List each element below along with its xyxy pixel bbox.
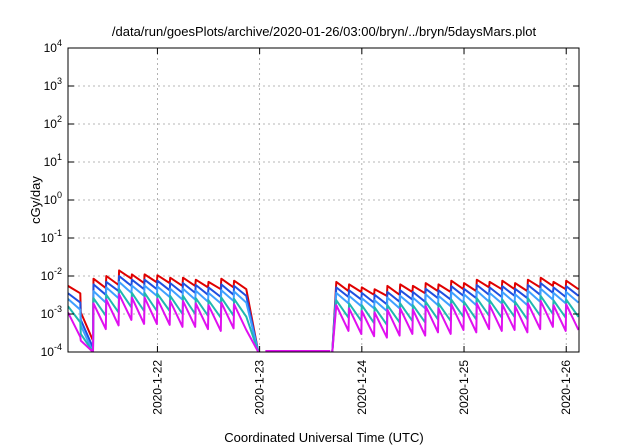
- y-axis-label: cGy/day: [28, 176, 43, 224]
- y-tick-label: 10-2: [41, 266, 62, 283]
- x-axis-ticks: 2020-1-22 2020-1-23 2020-1-24 2020-1-25 2020…: [150, 48, 573, 415]
- y-tick-label: 10-4: [41, 342, 62, 359]
- y-tick-label: 102: [44, 114, 62, 131]
- y-tick-label: 101: [44, 152, 62, 169]
- y-tick-label: 104: [44, 38, 62, 55]
- series-line: [68, 293, 579, 352]
- x-tick-label: 2020-1-24: [355, 360, 369, 415]
- y-axis-ticks: 10-4 10-3 10-2 10-1 100 101 102 103 104: [41, 38, 579, 359]
- x-tick-label: 2020-1-25: [457, 360, 471, 415]
- x-axis-label: Coordinated Universal Time (UTC): [224, 430, 423, 445]
- y-tick-label: 103: [44, 76, 62, 93]
- x-tick-label: 2020-1-22: [150, 360, 164, 415]
- chart-title: /data/run/goesPlots/archive/2020-01-26/0…: [112, 24, 537, 39]
- x-tick-label: 2020-1-26: [559, 360, 573, 415]
- y-tick-label: 10-3: [41, 304, 62, 321]
- x-tick-label: 2020-1-23: [253, 360, 267, 415]
- y-tick-label: 100: [44, 190, 62, 207]
- grid-lines: [68, 48, 579, 352]
- series-group: [68, 269, 579, 352]
- y-tick-label: 10-1: [41, 228, 62, 245]
